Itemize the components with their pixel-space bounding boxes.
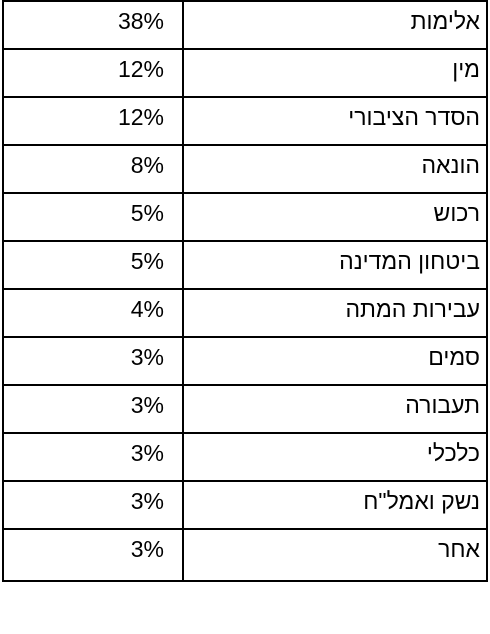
percent-cell: 8% bbox=[2, 144, 184, 194]
percent-cell: 3% bbox=[2, 528, 184, 582]
table-row: 3% אחר bbox=[2, 528, 488, 582]
category-cell: הסדר הציבורי bbox=[182, 96, 488, 146]
table-row: 3% תעבורה bbox=[2, 384, 488, 434]
category-cell: ביטחון המדינה bbox=[182, 240, 488, 290]
table-row: 38% אלימות bbox=[2, 0, 488, 50]
category-cell: עבירות המתה bbox=[182, 288, 488, 338]
table-row: 3% נשק ואמל"ח bbox=[2, 480, 488, 530]
percent-cell: 3% bbox=[2, 480, 184, 530]
category-cell: סמים bbox=[182, 336, 488, 386]
percent-cell: 3% bbox=[2, 336, 184, 386]
category-cell: רכוש bbox=[182, 192, 488, 242]
category-cell: נשק ואמל"ח bbox=[182, 480, 488, 530]
percent-cell: 5% bbox=[2, 192, 184, 242]
table-row: 5% רכוש bbox=[2, 192, 488, 242]
percent-cell: 38% bbox=[2, 0, 184, 50]
percent-cell: 4% bbox=[2, 288, 184, 338]
category-cell: הונאה bbox=[182, 144, 488, 194]
percent-cell: 3% bbox=[2, 432, 184, 482]
table-row: 5% ביטחון המדינה bbox=[2, 240, 488, 290]
table-row: 12% מין bbox=[2, 48, 488, 98]
category-cell: תעבורה bbox=[182, 384, 488, 434]
category-cell: אחר bbox=[182, 528, 488, 582]
table-row: 4% עבירות המתה bbox=[2, 288, 488, 338]
percent-cell: 3% bbox=[2, 384, 184, 434]
category-cell: כלכלי bbox=[182, 432, 488, 482]
percent-cell: 12% bbox=[2, 96, 184, 146]
offense-percentage-table: 38% אלימות 12% מין 12% הסדר הציבורי 8% ה… bbox=[2, 0, 488, 582]
percent-cell: 12% bbox=[2, 48, 184, 98]
percent-cell: 5% bbox=[2, 240, 184, 290]
table-row: 12% הסדר הציבורי bbox=[2, 96, 488, 146]
category-cell: אלימות bbox=[182, 0, 488, 50]
table-row: 8% הונאה bbox=[2, 144, 488, 194]
table-row: 3% כלכלי bbox=[2, 432, 488, 482]
category-cell: מין bbox=[182, 48, 488, 98]
table-row: 3% סמים bbox=[2, 336, 488, 386]
